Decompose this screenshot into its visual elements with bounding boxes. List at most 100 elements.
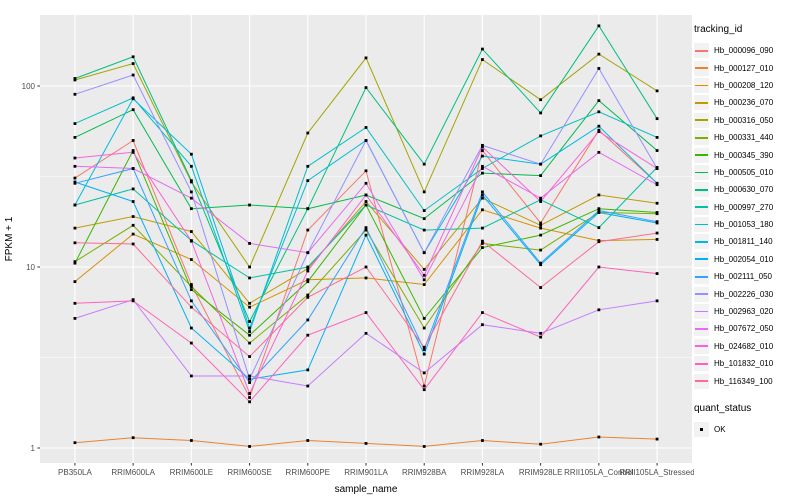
legend-item-label: Hb_000127_010 [714,63,774,73]
data-point [481,323,484,327]
legend-color-key [694,112,709,128]
data-point [131,150,135,154]
data-point [422,445,426,448]
data-point [539,233,543,237]
data-point [364,442,368,445]
data-point [73,176,77,180]
data-point [655,136,659,139]
data-point [481,226,484,230]
data-point [481,239,484,243]
x-axis-label: RRIM600SE [227,468,271,477]
data-point [189,283,193,286]
data-point [131,139,135,142]
data-point [73,280,77,284]
data-point [539,200,543,203]
data-point [422,190,426,194]
x-axis-label: RRIM600LE [170,468,214,477]
data-point [306,228,310,232]
legend-line-swatch [695,293,708,296]
data-point [248,355,251,358]
data-point [306,280,310,284]
data-point [131,215,135,218]
data-point [364,331,368,335]
legend-item: Hb_000096_090 [694,42,798,59]
data-point [248,276,251,280]
data-point [189,374,193,378]
data-point [422,267,426,271]
legend: tracking_id Hb_000096_090 Hb_000127_010 Hb… [694,24,798,438]
data-point [539,263,543,267]
data-point [422,326,426,330]
legend-item: Hb_002111_050 [694,268,798,285]
data-point [481,167,484,170]
legend-item: Hb_000345_390 [694,146,798,163]
data-point [73,136,77,139]
legend-color-key [694,199,709,215]
legend-line-swatch [695,119,708,122]
data-point [248,333,251,337]
data-point [539,442,543,446]
data-point [131,167,135,170]
x-axis-label: RRII105LA_Stressed [619,468,694,477]
data-point [364,311,368,314]
data-point [248,374,251,378]
data-point [73,77,77,80]
legend-line-swatch [695,310,708,313]
data-point [655,231,659,235]
x-axis-label: RRIM928BA [402,468,447,477]
data-point [422,209,426,212]
data-point [189,152,193,156]
data-point [306,267,310,270]
data-point [481,164,484,168]
data-point [131,62,135,65]
x-axis-label: RRIM600PE [286,468,330,477]
legend-line-swatch [695,101,708,104]
data-point [481,439,484,442]
data-point [189,190,193,194]
data-point [539,162,543,166]
data-point [131,223,135,227]
legend-line-swatch [695,206,708,209]
data-point [73,78,77,82]
data-point [306,293,310,297]
data-point [131,187,135,191]
data-point [189,299,193,303]
legend-item-label: Hb_000236_070 [714,98,774,108]
data-point [131,242,135,246]
data-point [248,320,251,323]
data-point [422,251,426,255]
legend-title-tracking-id: tracking_id [694,24,743,35]
y-axis-label: 100 [22,82,36,91]
data-point [189,288,193,292]
y-axis-title: FPKM + 1 [4,216,15,261]
data-point [131,73,135,77]
data-point [306,384,310,388]
data-point [481,311,484,314]
data-point [248,396,251,399]
data-point [422,345,426,349]
data-point [73,226,77,230]
legend-line-swatch [695,154,708,156]
legend-item-label: Hb_002054_010 [714,254,774,264]
data-point [364,276,368,280]
data-point [422,228,426,232]
data-point [539,335,543,339]
data-point [306,333,310,337]
data-point [655,89,659,93]
y-axis-label: 1 [31,444,36,453]
data-point [364,56,368,60]
data-point [539,286,543,289]
data-point [306,179,310,183]
data-point [597,124,601,128]
data-point [422,273,426,277]
data-point [248,381,251,384]
data-point [597,207,601,211]
legend-item: Hb_000127_010 [694,59,798,76]
legend-item: Hb_000236_070 [694,94,798,111]
legend-color-items: Hb_000096_090 Hb_000127_010 Hb_000208_120 H… [694,42,798,390]
legend-color-key [694,304,709,320]
legend-item-label: Hb_000630_070 [714,185,774,195]
data-point [597,99,601,103]
legend-item: Hb_000331_440 [694,129,798,146]
legend-color-key [694,286,709,302]
